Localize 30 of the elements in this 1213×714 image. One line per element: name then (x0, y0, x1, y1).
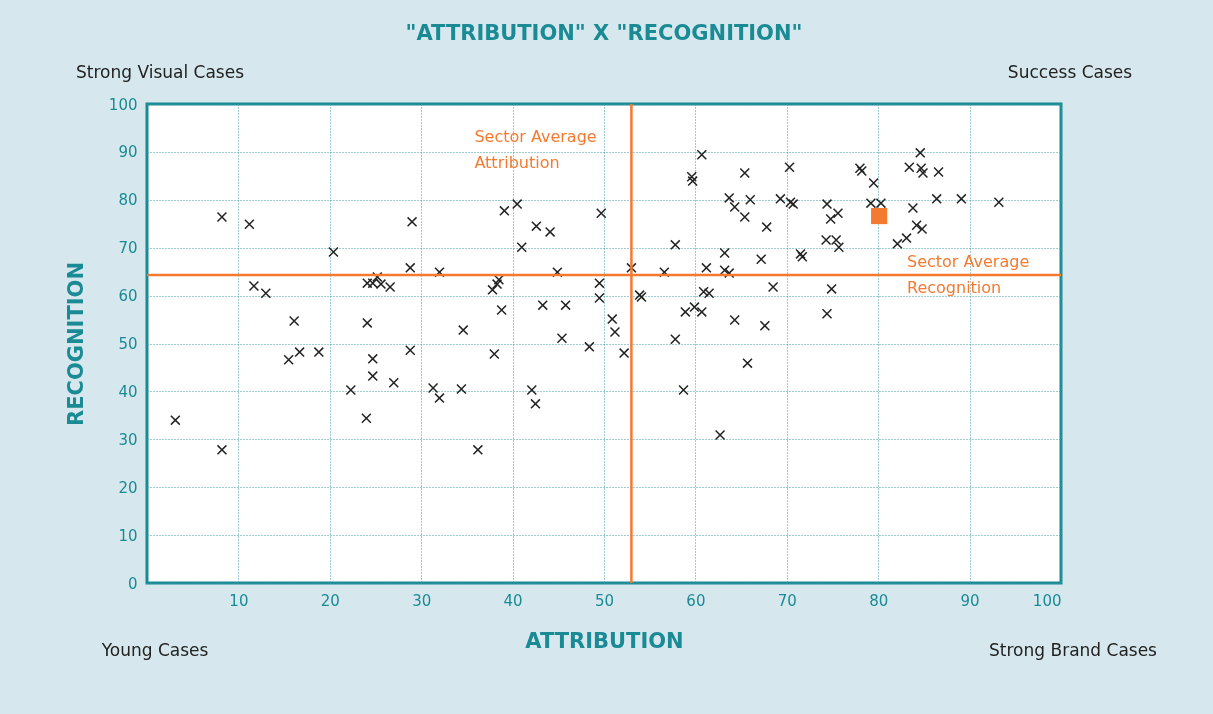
y-tick-label: 10 (118, 526, 138, 545)
chart-title: "ATTRIBUTION" X "RECOGNITION" (405, 21, 803, 45)
x-tick-label: 40 (503, 591, 523, 610)
x-tick-label: 90 (960, 591, 980, 610)
x-tick-label: 100 (1032, 591, 1062, 610)
text: Young Cases (100, 640, 209, 660)
x-tick-label: 60 (686, 591, 706, 610)
x-tick-label: 50 (594, 591, 615, 610)
x-tick-label: 70 (777, 591, 797, 610)
ref-line-label: Sector Average Recognition (907, 252, 1030, 297)
y-tick-label: 70 (118, 239, 138, 258)
y-tick-label: 30 (118, 430, 138, 449)
ref-line-label: Sector Average Attribution (474, 127, 597, 172)
x-axis-title: ATTRIBUTION (525, 628, 684, 653)
y-tick-label: 90 (118, 143, 138, 162)
x-tick-label: 20 (320, 591, 340, 610)
y-tick-label: 50 (118, 335, 138, 353)
text: Strong Visual Cases (75, 62, 245, 82)
y-tick-label: 60 (118, 287, 138, 306)
y-tick-label: 80 (118, 191, 138, 210)
x-tick-label: 10 (229, 591, 249, 610)
y-tick-label: 100 (108, 95, 138, 114)
x-tick-label: 30 (412, 591, 432, 610)
y-tick-label: 40 (118, 382, 138, 401)
y-tick-label: 0 (127, 574, 138, 593)
y-tick-label: 20 (118, 478, 138, 497)
x-tick-label: 80 (869, 591, 889, 610)
text: Success Cases (1007, 62, 1133, 82)
y-axis-title: RECOGNITION (63, 262, 88, 426)
text: Strong Brand Cases (989, 640, 1158, 660)
